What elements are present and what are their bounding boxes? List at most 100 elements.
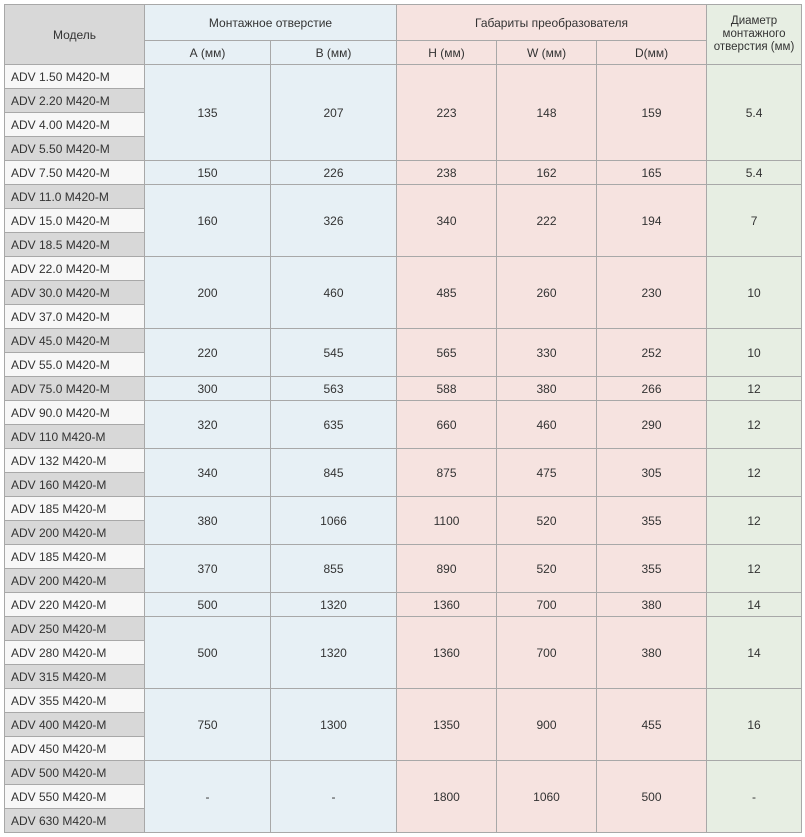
cell-model: ADV 200 M420-M — [5, 521, 145, 545]
cell-model: ADV 11.0 M420-M — [5, 185, 145, 209]
cell-model: ADV 132 M420-M — [5, 449, 145, 473]
cell-w: 222 — [497, 185, 597, 257]
cell-h: 1360 — [397, 593, 497, 617]
table-row: ADV 132 M420-M34084587547530512 — [5, 449, 802, 473]
cell-w: 330 — [497, 329, 597, 377]
cell-model: ADV 160 M420-M — [5, 473, 145, 497]
cell-b: 326 — [271, 185, 397, 257]
header-dims-group: Габариты преобразователя — [397, 5, 707, 41]
cell-dia: 12 — [707, 545, 802, 593]
cell-model: ADV 280 M420-M — [5, 641, 145, 665]
cell-model: ADV 355 M420-M — [5, 689, 145, 713]
cell-a: 380 — [145, 497, 271, 545]
cell-d: 252 — [597, 329, 707, 377]
header-diameter: Диаметр монтажного отверстия (мм) — [707, 5, 802, 65]
cell-dia: 14 — [707, 593, 802, 617]
cell-w: 520 — [497, 497, 597, 545]
cell-a: 300 — [145, 377, 271, 401]
cell-d: 165 — [597, 161, 707, 185]
table-row: ADV 185 M420-M3801066110052035512 — [5, 497, 802, 521]
table-row: ADV 355 M420-M7501300135090045516 — [5, 689, 802, 713]
cell-b: 1300 — [271, 689, 397, 761]
cell-h: 340 — [397, 185, 497, 257]
cell-w: 162 — [497, 161, 597, 185]
header-a: А (мм) — [145, 41, 271, 65]
cell-h: 238 — [397, 161, 497, 185]
cell-d: 194 — [597, 185, 707, 257]
cell-dia: 12 — [707, 497, 802, 545]
cell-model: ADV 500 M420-M — [5, 761, 145, 785]
cell-b: - — [271, 761, 397, 833]
cell-model: ADV 185 M420-M — [5, 497, 145, 521]
cell-w: 700 — [497, 617, 597, 689]
cell-dia: 12 — [707, 449, 802, 497]
cell-dia: 16 — [707, 689, 802, 761]
cell-model: ADV 30.0 M420-M — [5, 281, 145, 305]
cell-b: 1320 — [271, 593, 397, 617]
cell-d: 355 — [597, 497, 707, 545]
table-row: ADV 185 M420-M37085589052035512 — [5, 545, 802, 569]
cell-model: ADV 75.0 M420-M — [5, 377, 145, 401]
table-row: ADV 45.0 M420-M22054556533025210 — [5, 329, 802, 353]
table-row: ADV 7.50 M420-M1502262381621655.4 — [5, 161, 802, 185]
cell-w: 475 — [497, 449, 597, 497]
cell-b: 460 — [271, 257, 397, 329]
cell-w: 460 — [497, 401, 597, 449]
cell-a: 135 — [145, 65, 271, 161]
cell-dia: 5.4 — [707, 65, 802, 161]
cell-model: ADV 1.50 M420-M — [5, 65, 145, 89]
table-row: ADV 90.0 M420-M32063566046029012 — [5, 401, 802, 425]
cell-h: 588 — [397, 377, 497, 401]
cell-h: 1350 — [397, 689, 497, 761]
cell-a: 340 — [145, 449, 271, 497]
cell-model: ADV 630 M420-M — [5, 809, 145, 833]
cell-w: 900 — [497, 689, 597, 761]
cell-model: ADV 90.0 M420-M — [5, 401, 145, 425]
cell-d: 455 — [597, 689, 707, 761]
cell-h: 1360 — [397, 617, 497, 689]
cell-w: 260 — [497, 257, 597, 329]
cell-a: 370 — [145, 545, 271, 593]
dimensions-table: Модель Монтажное отверстие Габариты прео… — [4, 4, 802, 833]
header-h: H (мм) — [397, 41, 497, 65]
cell-w: 380 — [497, 377, 597, 401]
cell-model: ADV 185 M420-M — [5, 545, 145, 569]
cell-model: ADV 450 M420-M — [5, 737, 145, 761]
cell-h: 1800 — [397, 761, 497, 833]
cell-a: 500 — [145, 593, 271, 617]
cell-d: 159 — [597, 65, 707, 161]
header-model: Модель — [5, 5, 145, 65]
cell-a: - — [145, 761, 271, 833]
cell-b: 635 — [271, 401, 397, 449]
cell-model: ADV 22.0 M420-M — [5, 257, 145, 281]
cell-h: 875 — [397, 449, 497, 497]
cell-d: 230 — [597, 257, 707, 329]
cell-h: 1100 — [397, 497, 497, 545]
cell-b: 1066 — [271, 497, 397, 545]
header-w: W (мм) — [497, 41, 597, 65]
cell-model: ADV 4.00 M420-M — [5, 113, 145, 137]
cell-h: 565 — [397, 329, 497, 377]
cell-model: ADV 45.0 M420-M — [5, 329, 145, 353]
cell-model: ADV 200 M420-M — [5, 569, 145, 593]
cell-a: 200 — [145, 257, 271, 329]
cell-w: 700 — [497, 593, 597, 617]
cell-model: ADV 55.0 M420-M — [5, 353, 145, 377]
cell-h: 890 — [397, 545, 497, 593]
cell-d: 500 — [597, 761, 707, 833]
cell-d: 305 — [597, 449, 707, 497]
cell-dia: 12 — [707, 401, 802, 449]
cell-b: 845 — [271, 449, 397, 497]
cell-model: ADV 2.20 M420-M — [5, 89, 145, 113]
cell-model: ADV 220 M420-M — [5, 593, 145, 617]
cell-model: ADV 5.50 M420-M — [5, 137, 145, 161]
cell-a: 160 — [145, 185, 271, 257]
cell-dia: 10 — [707, 329, 802, 377]
cell-model: ADV 37.0 M420-M — [5, 305, 145, 329]
cell-h: 223 — [397, 65, 497, 161]
cell-model: ADV 315 M420-M — [5, 665, 145, 689]
header-b: В (мм) — [271, 41, 397, 65]
cell-a: 220 — [145, 329, 271, 377]
cell-b: 226 — [271, 161, 397, 185]
cell-d: 355 — [597, 545, 707, 593]
